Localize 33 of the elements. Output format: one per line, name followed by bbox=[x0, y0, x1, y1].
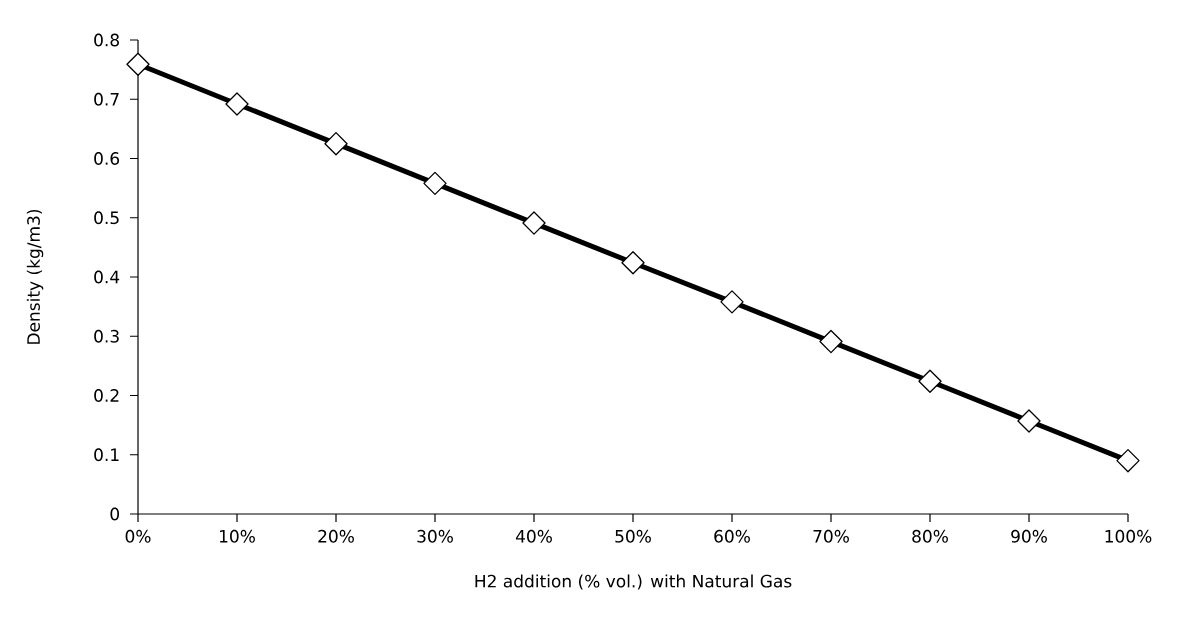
x-tick-label: 30% bbox=[417, 529, 453, 543]
x-tick-label: 40% bbox=[515, 529, 552, 543]
y-tick-label: 0.3 bbox=[94, 329, 119, 343]
x-tick-label: 0% bbox=[125, 529, 151, 543]
y-tick-label: 0 bbox=[110, 507, 120, 521]
point bbox=[126, 52, 150, 76]
x-tick-label: 50% bbox=[615, 529, 651, 543]
x-tick-label: 90% bbox=[1011, 529, 1047, 543]
point bbox=[720, 290, 744, 314]
x-tick-label: 80% bbox=[912, 529, 948, 543]
y-tick-label: 0.5 bbox=[94, 211, 119, 225]
point bbox=[324, 132, 348, 156]
x-tick-label: 100% bbox=[1105, 529, 1152, 543]
x-tick-label: 60% bbox=[714, 529, 750, 543]
point bbox=[621, 251, 645, 275]
y-tick-label: 0.8 bbox=[94, 33, 119, 47]
y-tick-label: 0.2 bbox=[94, 389, 119, 402]
y-tick-label: 0.1 bbox=[94, 448, 119, 462]
x-tick-label: 10% bbox=[219, 529, 255, 543]
y-axis-title: Density (kg/m3) bbox=[26, 209, 44, 344]
y-tick-label: 0.7 bbox=[94, 92, 119, 106]
point bbox=[1116, 448, 1140, 473]
x-tick-label: 20% bbox=[318, 529, 354, 543]
y-tick-label: 0.4 bbox=[94, 270, 120, 284]
point bbox=[918, 369, 942, 393]
y-tick-label: 0.6 bbox=[94, 152, 120, 165]
point bbox=[522, 211, 546, 235]
x-tick-label: 70% bbox=[813, 529, 849, 543]
x-axis-title: H2 addition (% vol.) with Natural Gas bbox=[475, 574, 792, 590]
point bbox=[1017, 409, 1041, 433]
point bbox=[225, 92, 249, 116]
point bbox=[423, 171, 447, 196]
point bbox=[819, 329, 843, 354]
